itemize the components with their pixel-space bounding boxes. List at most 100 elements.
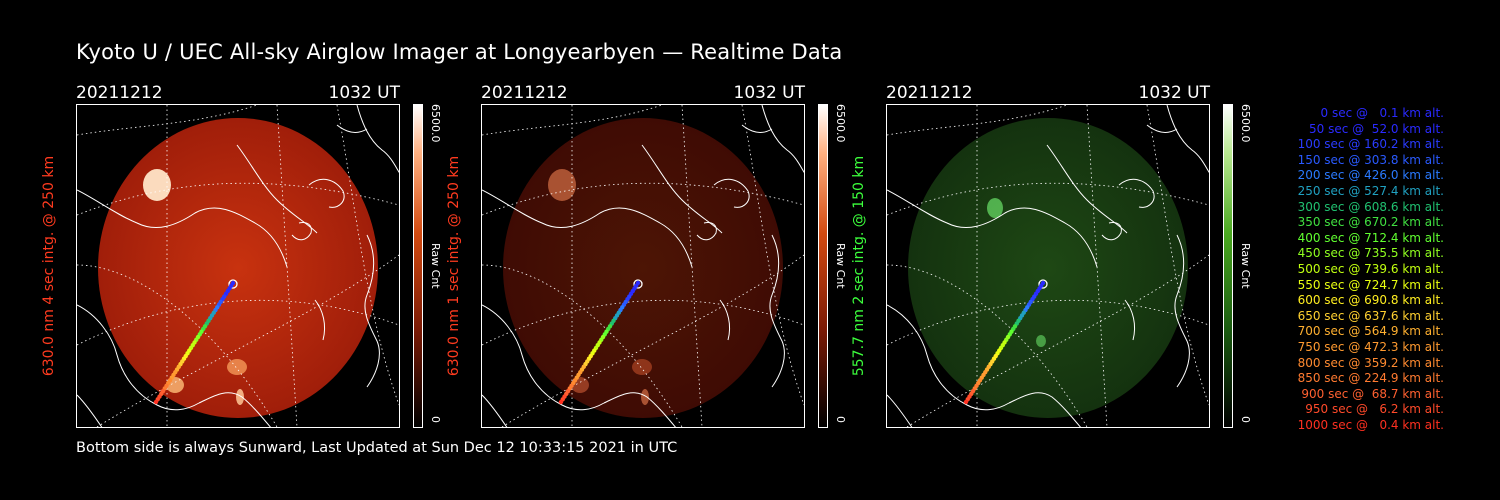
legend-row: 250 sec @ 527.4 km alt. [1297, 183, 1444, 198]
legend-row: 950 sec @ 6.2 km alt. [1305, 402, 1444, 417]
coastline [77, 189, 288, 268]
panel-date: 20211212 [76, 83, 163, 103]
colorbar-max-label: 6500.0 [1239, 104, 1252, 143]
legend-row: 50 sec @ 52.0 km alt. [1309, 121, 1444, 136]
legend-row: 500 sec @ 739.6 km alt. [1297, 261, 1444, 276]
coastline [719, 299, 731, 341]
colorbar [413, 104, 423, 428]
legend-row: 600 sec @ 690.8 km alt. [1297, 293, 1444, 308]
panel-time: 1032 UT [328, 83, 401, 103]
legend-row: 850 sec @ 224.9 km alt. [1297, 371, 1444, 386]
coastline [356, 105, 399, 174]
aurora-bright-spot [236, 389, 244, 405]
station-marker [228, 279, 238, 289]
coastline [1101, 222, 1122, 241]
coastline [482, 394, 508, 427]
coastline [1124, 299, 1136, 341]
coastline [236, 144, 318, 234]
legend-row: 0 sec @ 0.1 km alt. [1320, 106, 1445, 120]
coastline [336, 124, 368, 133]
coastline [1008, 392, 1081, 427]
airglow-panel-1: 20211212 1032 UT 630.0 nm 4 sec intg. @ … [41, 80, 486, 430]
panel-time: 1032 UT [733, 83, 806, 103]
legend-row: 750 sec @ 472.3 km alt. [1297, 339, 1444, 354]
graticule-line [77, 105, 258, 136]
coastline [713, 178, 750, 208]
legend-row: 1000 sec @ 0.4 km alt. [1297, 417, 1444, 432]
aurora-bright-spot [548, 169, 576, 201]
legend-row: 650 sec @ 637.6 km alt. [1297, 308, 1444, 323]
colorbar [1223, 104, 1233, 428]
coastline [696, 222, 717, 241]
coastline [1146, 124, 1178, 133]
graticule-line [96, 254, 399, 427]
aurora-bright-spot [987, 198, 1003, 218]
legend-row: 700 sec @ 564.9 km alt. [1297, 324, 1444, 339]
allsky-map-svg [482, 105, 804, 427]
allsky-map-svg [77, 105, 399, 427]
coastline [1118, 178, 1155, 208]
coastline [741, 124, 773, 133]
legend-row: 550 sec @ 724.7 km alt. [1297, 277, 1444, 292]
panel-wavelength-label: 557.7 nm 2 sec intg. @ 150 km [851, 155, 867, 377]
trajectory-point [963, 399, 969, 405]
legend-row: 100 sec @ 160.2 km alt. [1297, 137, 1444, 152]
coastline [308, 178, 345, 208]
coastline [603, 392, 676, 427]
coastline [291, 222, 312, 241]
coastline [482, 304, 605, 411]
graticule-line [77, 182, 399, 216]
footer-status-text: Bottom side is always Sunward, Last Upda… [76, 440, 678, 456]
panel-time: 1032 UT [1138, 83, 1211, 103]
graticule-line [482, 105, 663, 136]
coastline [77, 304, 200, 411]
coastline [887, 189, 1098, 268]
trajectory-point [153, 399, 159, 405]
coastline [641, 144, 723, 234]
coastline [761, 105, 804, 174]
page-title: Kyoto U / UEC All-sky Airglow Imager at … [76, 40, 843, 64]
graticule-line [906, 254, 1209, 427]
panel-date: 20211212 [886, 83, 973, 103]
allsky-image-map [481, 104, 805, 428]
legend-row: 150 sec @ 303.8 km alt. [1297, 152, 1444, 167]
coastline [77, 394, 103, 427]
trajectory-point [558, 399, 564, 405]
coastline [198, 392, 271, 427]
colorbar [818, 104, 828, 428]
aurora-bright-spot [641, 389, 649, 405]
graticule-line [482, 182, 804, 216]
colorbar-min-label: 0 [1239, 416, 1252, 423]
legend-row: 200 sec @ 426.0 km alt. [1297, 168, 1444, 183]
allsky-map-svg [887, 105, 1209, 427]
allsky-image-map [886, 104, 1210, 428]
airglow-panel-3: 20211212 1032 UT 557.7 nm 2 sec intg. @ … [851, 80, 1296, 430]
coastline [1046, 144, 1128, 234]
airglow-panel-2: 20211212 1032 UT 630.0 nm 1 sec intg. @ … [446, 80, 891, 430]
graticule-line [887, 105, 1068, 136]
legend-row: 800 sec @ 359.2 km alt. [1297, 355, 1444, 370]
aurora-bright-spot [632, 359, 652, 375]
aurora-bright-spot [1036, 335, 1046, 347]
colorbar-unit-label: Raw Cnt [1239, 243, 1252, 289]
allsky-image-disc [908, 118, 1188, 418]
graticule-line [501, 254, 804, 427]
legend-row: 900 sec @ 68.7 km alt. [1301, 386, 1444, 401]
panel-wavelength-label: 630.0 nm 1 sec intg. @ 250 km [446, 155, 462, 377]
aurora-bright-spot [143, 169, 171, 201]
legend-row: 300 sec @ 608.6 km alt. [1297, 199, 1444, 214]
trajectory-time-altitude-legend: 0 sec @ 0.1 km alt. 50 sec @ 52.0 km alt.… [1262, 106, 1444, 433]
coastline [314, 299, 326, 341]
legend-row: 450 sec @ 735.5 km alt. [1297, 246, 1444, 261]
station-marker [1038, 279, 1048, 289]
aurora-bright-spot [227, 359, 247, 375]
station-marker [633, 279, 643, 289]
panel-date: 20211212 [481, 83, 568, 103]
graticule-line [887, 182, 1209, 216]
coastline [887, 304, 1010, 411]
coastline [887, 394, 913, 427]
legend-row: 400 sec @ 712.4 km alt. [1297, 230, 1444, 245]
coastline [482, 189, 693, 268]
coastline [1166, 105, 1209, 174]
legend-row: 350 sec @ 670.2 km alt. [1297, 215, 1444, 230]
